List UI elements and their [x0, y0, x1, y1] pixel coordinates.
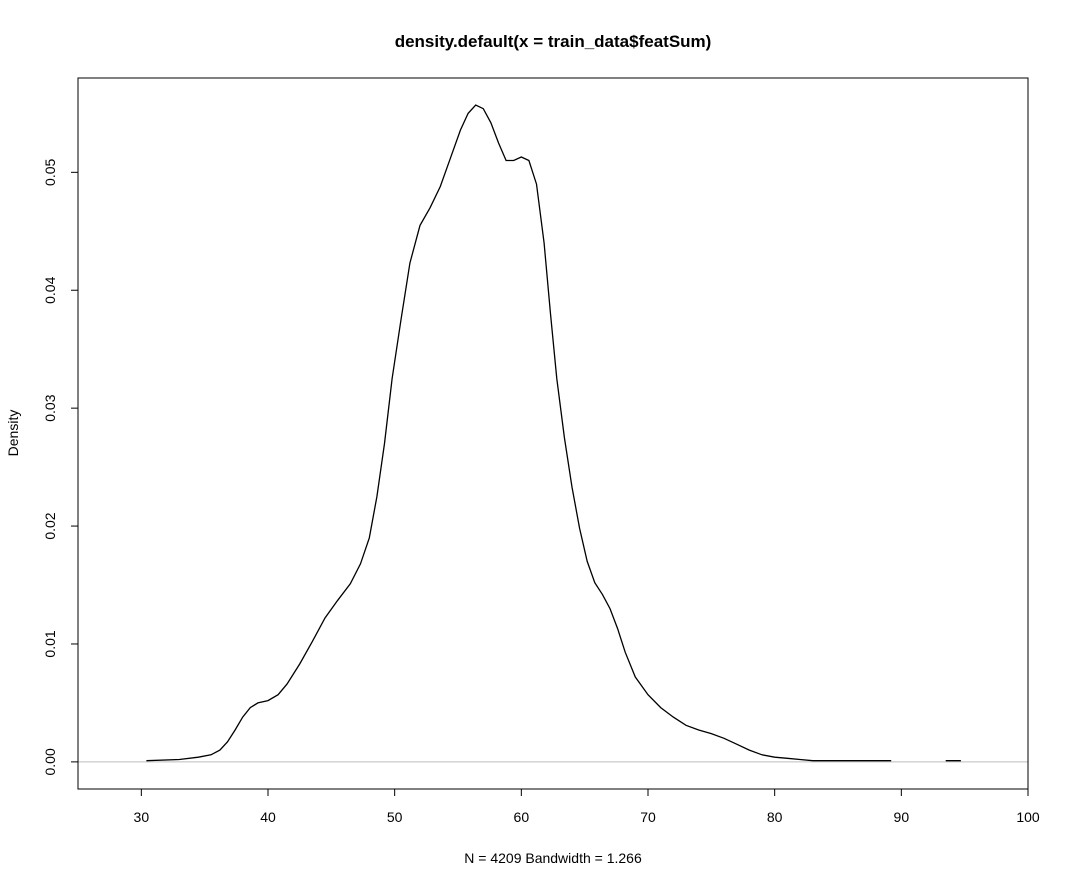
y-axis: 0.00 0.01 0.02 0.03 0.04 0.05: [42, 158, 79, 776]
x-tick-label: 90: [894, 809, 910, 825]
y-tick-label: 0.00: [42, 748, 58, 775]
x-tick-label: 100: [1016, 809, 1040, 825]
y-tick-label: 0.02: [42, 512, 58, 539]
x-tick-label: 80: [767, 809, 783, 825]
plot-frame: [77, 77, 1029, 790]
x-tick-label: 30: [134, 809, 150, 825]
x-axis-label: N = 4209 Bandwidth = 1.266: [464, 850, 642, 866]
y-tick-label: 0.05: [42, 158, 58, 185]
x-tick-label: 60: [514, 809, 530, 825]
y-tick-label: 0.01: [42, 630, 58, 657]
y-tick-label: 0.04: [42, 276, 58, 303]
x-tick-label: 40: [260, 809, 276, 825]
y-axis-label: Density: [5, 410, 21, 457]
x-tick-label: 70: [640, 809, 656, 825]
chart-title: density.default(x = train_data$featSum): [395, 32, 712, 51]
x-axis: 30 40 50 60 70 80 90 100: [134, 788, 1040, 825]
density-curve: [146, 104, 961, 762]
y-tick-label: 0.03: [42, 394, 58, 421]
x-tick-label: 50: [387, 809, 403, 825]
